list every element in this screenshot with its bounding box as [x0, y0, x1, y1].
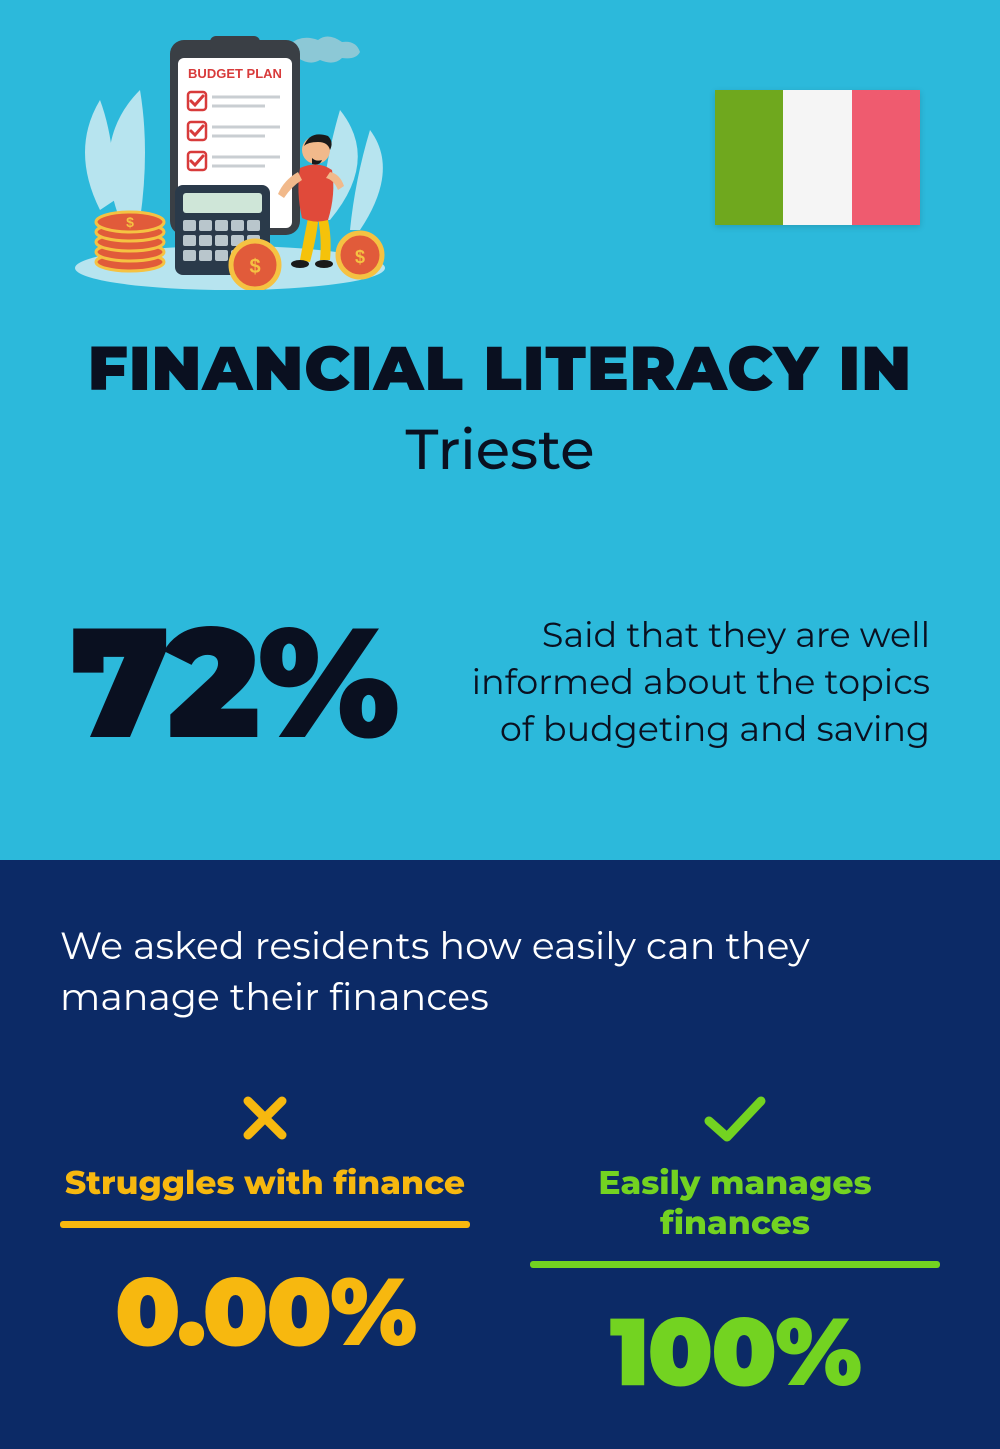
headline-line1: FINANCIAL LITERACY IN — [60, 330, 940, 406]
flag-stripe-white — [783, 90, 851, 225]
coin-stack: $ — [96, 212, 164, 271]
result-struggles: Struggles with finance 0.00% — [60, 1083, 470, 1409]
flag-stripe-red — [852, 90, 920, 225]
struggles-value: 0.00% — [60, 1253, 470, 1369]
stat-description: Said that they are well informed about t… — [436, 611, 930, 753]
manages-value: 100% — [530, 1293, 940, 1409]
svg-text:BUDGET PLAN: BUDGET PLAN — [188, 66, 282, 81]
budget-illustration: BUDGET PLAN — [60, 30, 400, 290]
survey-question: We asked residents how easily can they m… — [60, 920, 880, 1023]
svg-text:$: $ — [249, 256, 260, 278]
coin-right: $ — [338, 233, 382, 277]
stat-percent: 72% — [70, 604, 396, 759]
top-section: BUDGET PLAN — [0, 0, 1000, 860]
hero-row: BUDGET PLAN — [60, 30, 940, 290]
results-row: Struggles with finance 0.00% Easily mana… — [60, 1083, 940, 1409]
svg-text:$: $ — [126, 214, 134, 230]
result-manages: Easily manages finances 100% — [530, 1083, 940, 1409]
svg-text:$: $ — [355, 247, 365, 267]
bottom-section: We asked residents how easily can they m… — [0, 860, 1000, 1449]
manages-label: Easily manages finances — [530, 1163, 940, 1243]
coin-front: $ — [231, 241, 279, 289]
italy-flag — [715, 90, 920, 225]
headline: FINANCIAL LITERACY IN Trieste — [60, 330, 940, 484]
page: BUDGET PLAN — [0, 0, 1000, 1414]
check-icon — [530, 1083, 940, 1153]
struggles-label: Struggles with finance — [60, 1163, 470, 1203]
struggles-rule — [60, 1221, 470, 1228]
stat-row: 72% Said that they are well informed abo… — [60, 604, 940, 759]
flag-stripe-green — [715, 90, 783, 225]
headline-line2: Trieste — [60, 416, 940, 484]
cloud-shape — [290, 36, 360, 62]
cross-icon — [60, 1083, 470, 1153]
manages-rule — [530, 1261, 940, 1268]
